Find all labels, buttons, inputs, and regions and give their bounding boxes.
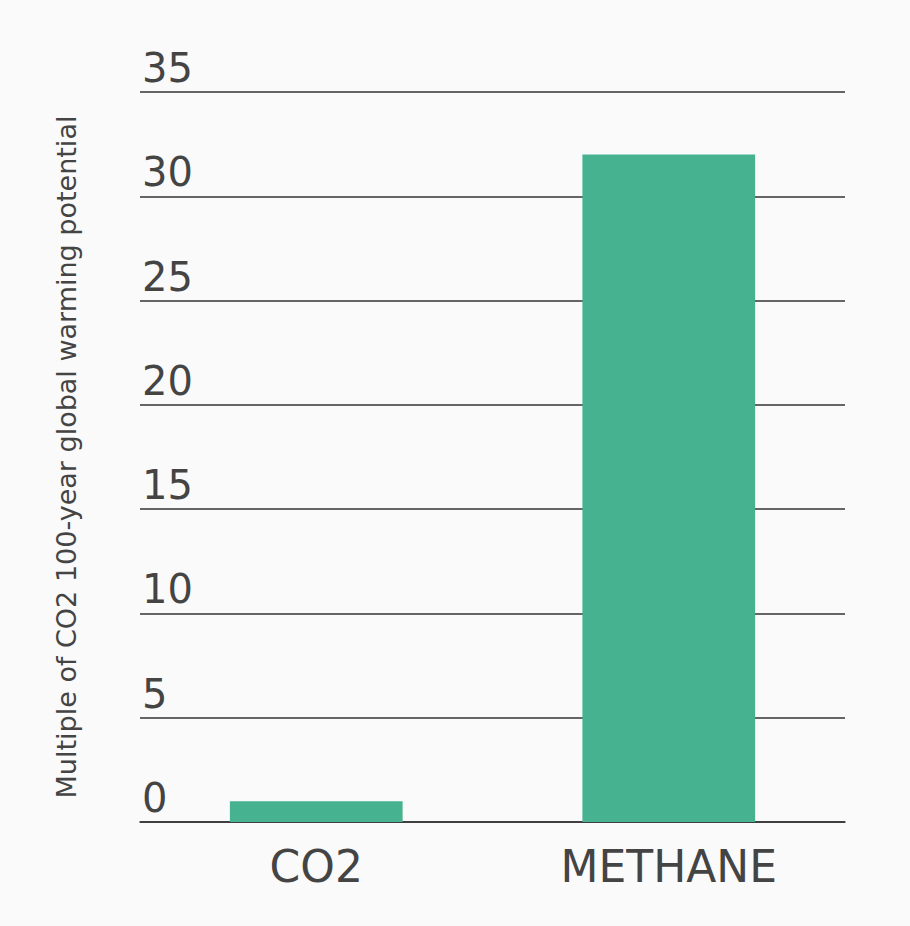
svg-text:10: 10 xyxy=(142,566,193,612)
svg-text:25: 25 xyxy=(142,254,193,300)
svg-text:15: 15 xyxy=(142,462,193,508)
svg-text:0: 0 xyxy=(142,775,167,821)
svg-text:20: 20 xyxy=(142,358,193,404)
svg-text:Multiple of CO2 100-year globa: Multiple of CO2 100-year global warming … xyxy=(51,116,82,799)
svg-text:35: 35 xyxy=(142,45,193,91)
svg-text:CO2: CO2 xyxy=(270,841,363,892)
svg-text:5: 5 xyxy=(142,671,167,717)
svg-text:METHANE: METHANE xyxy=(560,841,777,892)
svg-text:30: 30 xyxy=(142,149,193,195)
